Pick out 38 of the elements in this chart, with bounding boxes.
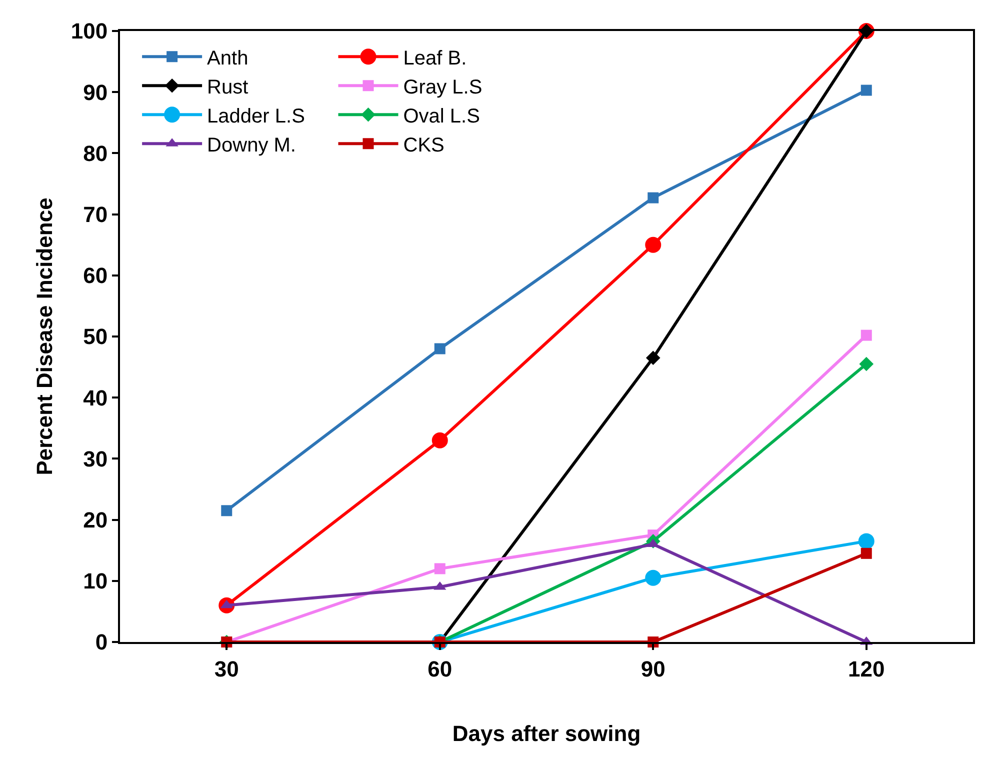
x-tick-label: 30: [214, 656, 239, 682]
point: [645, 236, 662, 253]
point: [434, 343, 446, 354]
point: [646, 350, 660, 366]
point: [860, 330, 872, 341]
x-tick-label: 60: [428, 656, 452, 682]
legend-label: CKS: [403, 134, 444, 156]
y-tick-label: 80: [83, 140, 108, 166]
point: [858, 533, 874, 550]
point: [860, 84, 872, 96]
point: [645, 570, 662, 586]
y-tick-label: 50: [83, 324, 108, 350]
y-tick-label: 10: [83, 568, 108, 594]
legend-label: Gray L.S: [403, 76, 482, 98]
legend-label: Rust: [207, 76, 249, 98]
legend-label: Oval L.S: [403, 105, 480, 128]
legend-label: Ladder L.S: [207, 105, 305, 128]
x-tick-label: 120: [848, 656, 885, 682]
y-tick-label: 90: [83, 80, 108, 105]
y-tick-label: 0: [95, 630, 108, 655]
point: [221, 505, 232, 516]
legend-label: Anth: [207, 47, 248, 70]
point: [648, 192, 659, 204]
y-tick-label: 30: [83, 446, 108, 472]
y-tick-label: 70: [83, 202, 108, 227]
legend-label: Downy M.: [207, 134, 296, 156]
point: [434, 563, 446, 574]
x-axis-title: Days after sowing: [452, 720, 641, 746]
point: [432, 432, 448, 448]
legend-label: Leaf B.: [403, 47, 467, 70]
x-tick-label: 90: [640, 656, 666, 682]
y-tick-label: 20: [83, 508, 108, 532]
y-tick-label: 60: [83, 263, 108, 288]
point: [859, 356, 874, 372]
point: [860, 548, 872, 559]
y-tick-label: 100: [70, 18, 108, 44]
y-tick-label: 40: [83, 385, 108, 410]
y-axis-title: Percent Disease Incidence: [32, 198, 58, 476]
